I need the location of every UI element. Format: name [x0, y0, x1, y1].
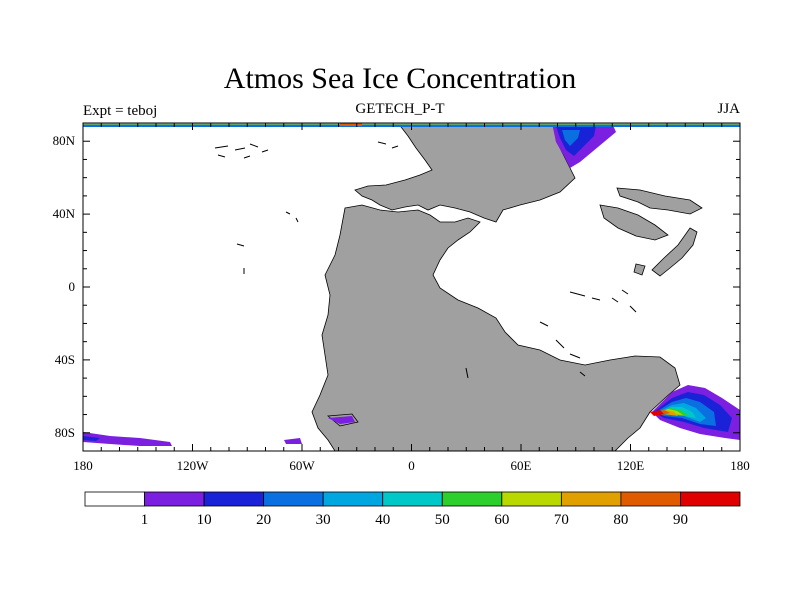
land-north [354, 123, 576, 223]
colorbar-box [263, 491, 324, 507]
y-tick-label: 0 [69, 279, 76, 294]
colorbar-box [441, 491, 503, 507]
colorbar-label: 50 [435, 512, 450, 528]
x-tick-label: 180 [73, 458, 93, 473]
colorbar-box [620, 491, 681, 507]
colorbar-label: 70 [554, 512, 569, 528]
colorbar-label: 80 [613, 512, 628, 528]
colorbar-box [560, 491, 622, 507]
land-masses [311, 123, 703, 451]
colorbar-box [84, 491, 145, 507]
land-east-island-1 [616, 187, 703, 215]
land-east-island-2 [599, 204, 669, 241]
colorbar-label: 40 [375, 512, 390, 528]
plot-subtitle: GETECH_P-T [355, 101, 445, 117]
y-tick-label: 40N [53, 206, 76, 221]
colorbar-box [680, 491, 741, 507]
y-tick-label: 80S [55, 425, 75, 440]
colorbar-box [322, 491, 384, 507]
colorbar-label: 10 [197, 512, 212, 528]
colorbar-box [203, 491, 265, 507]
colorbar-label: 20 [256, 512, 271, 528]
y-tick-label: 80N [53, 133, 76, 148]
x-tick-label: 120E [617, 458, 645, 473]
sea-ice-south-west [83, 416, 355, 446]
colorbar-label: 1 [141, 512, 149, 528]
colorbar-box [144, 491, 205, 507]
y-tick-label: 40S [55, 352, 75, 367]
x-tick-label: 120W [177, 458, 210, 473]
x-tick-label: 60E [511, 458, 532, 473]
x-tick-label: 180 [730, 458, 750, 473]
polar-row-hotspot [340, 123, 362, 126]
x-tick-label: 0 [408, 458, 415, 473]
land-east-island-4 [633, 263, 646, 276]
land-east-island-3 [651, 227, 698, 277]
colorbar-label: 30 [316, 512, 331, 528]
land-south [311, 204, 681, 451]
colorbar-label: 60 [494, 512, 509, 528]
colorbar-box [501, 491, 562, 507]
experiment-label: Expt = teboj [83, 103, 158, 119]
colorbar-label: 90 [673, 512, 688, 528]
season-label: JJA [717, 101, 740, 117]
plot-title: Atmos Sea Ice Concentration [223, 62, 577, 95]
sea-ice-south-east [650, 385, 740, 440]
colorbar-box [382, 491, 443, 507]
x-tick-label: 60W [289, 458, 315, 473]
coastline-fragments [214, 141, 637, 379]
sea-ice-north [552, 123, 616, 168]
